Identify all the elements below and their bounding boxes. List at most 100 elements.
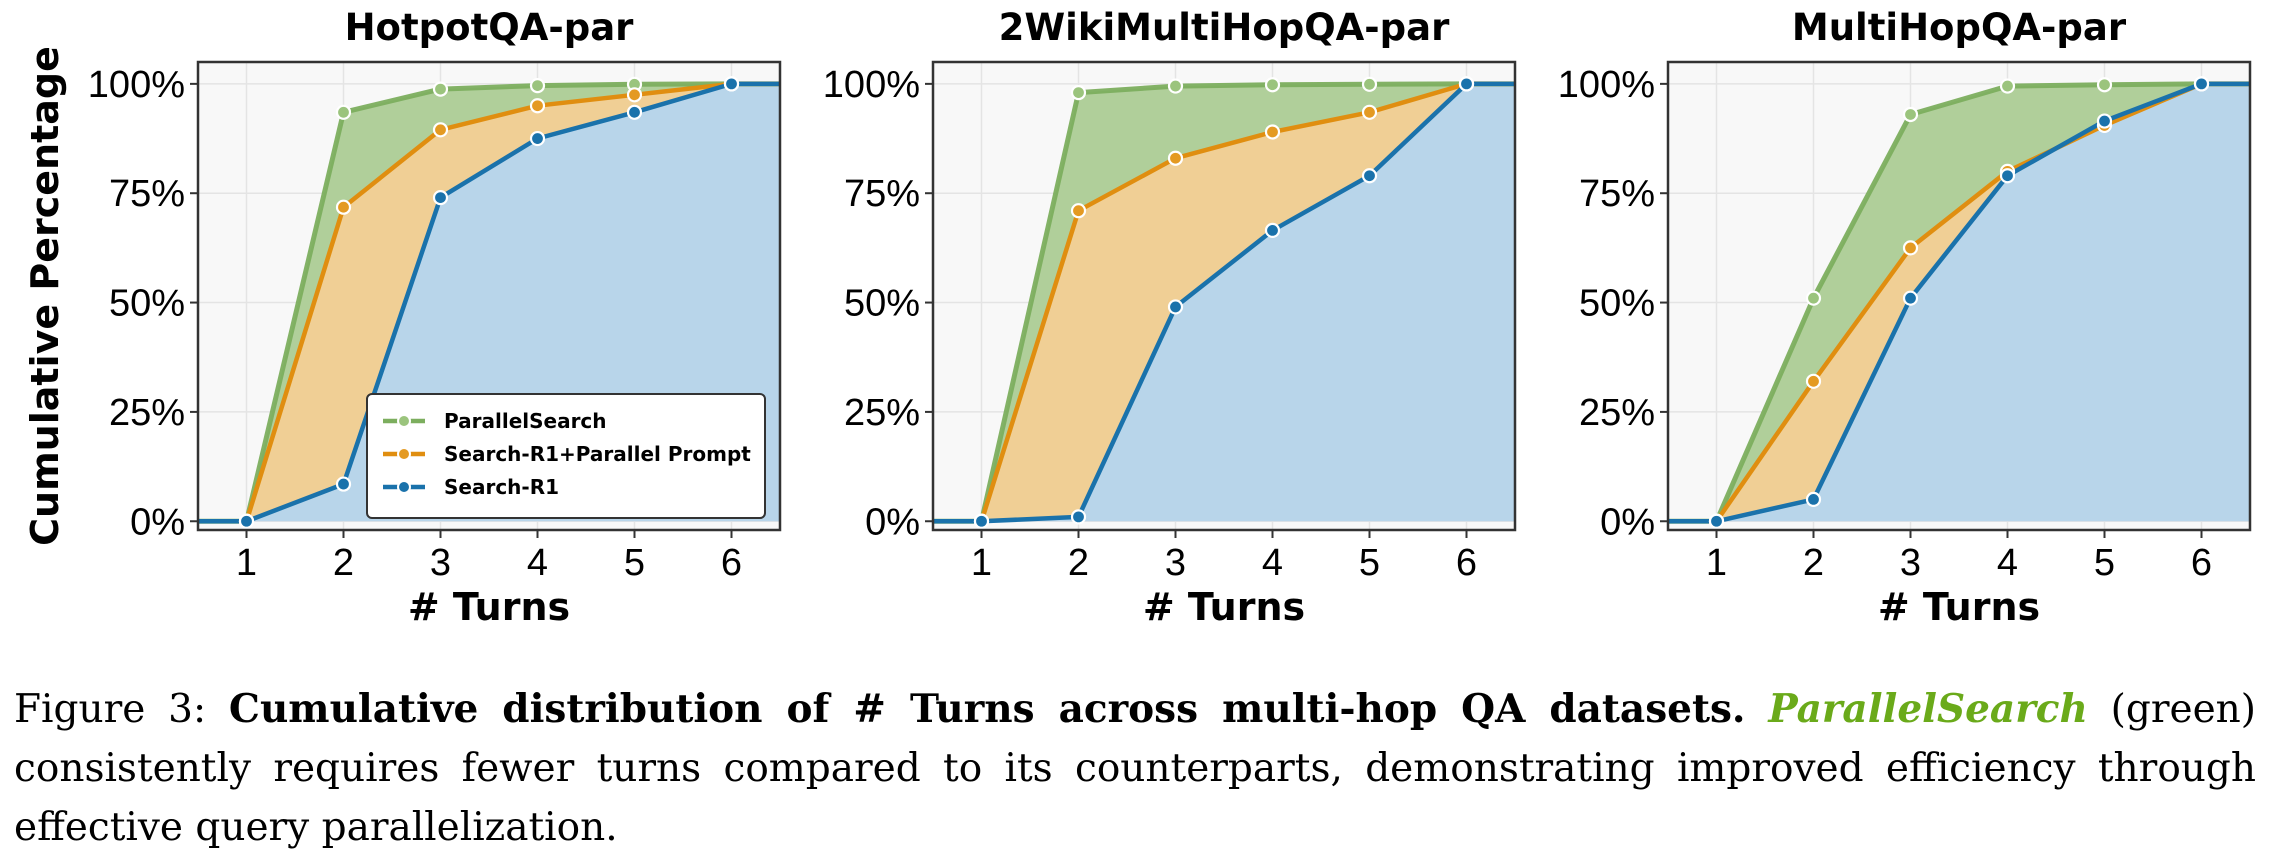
series-line-3 [1668, 81, 2250, 524]
data-point [432, 189, 449, 206]
data-point [626, 104, 643, 120]
x-tick-label: 2 [333, 542, 354, 584]
y-tick-label: 0% [865, 501, 920, 543]
area-parallelsearch [1668, 83, 2250, 522]
data-point [1999, 78, 2016, 94]
y-tick-label: 25% [1579, 392, 1655, 434]
y-tick-label: 100% [1558, 64, 1655, 106]
x-tick-label: 4 [1997, 542, 2018, 584]
caption-highlight: ParallelSearch [1768, 686, 2088, 732]
data-point [1070, 85, 1087, 101]
y-tick-label: 75% [1579, 173, 1655, 215]
x-tick-label: 2 [1803, 542, 1824, 584]
y-tick-label: 50% [1579, 283, 1655, 325]
data-point [432, 81, 449, 97]
data-point [529, 98, 546, 114]
data-point [335, 104, 352, 120]
data-point [1264, 77, 1281, 93]
y-tick-label: 0% [130, 501, 185, 543]
data-point [1902, 290, 1919, 306]
data-point [1361, 76, 1378, 92]
y-tick-label: 100% [823, 64, 920, 106]
x-tick-label: 4 [1262, 542, 1283, 584]
data-point [1070, 509, 1087, 525]
y-axis-label: Cumulative Percentage [23, 46, 67, 546]
legend-label: Search-R1 [444, 475, 559, 499]
legend-swatch-marker [397, 414, 411, 428]
caption-bold: Cumulative distribution of # Turns acros… [228, 686, 1746, 732]
chart-panel-2: 1 2 3 4 5 6 0% 25% 50% 75% 100% 2WikiMultiHopQA-par… [823, 6, 1517, 629]
x-tick-label: 6 [2191, 542, 2212, 584]
plot-frame [931, 60, 1517, 532]
data-point [626, 87, 643, 103]
chart-panel-3: 1 2 3 4 5 6 0% 25% 50% 75% 100% MultiHopQA-par # Tur… [1558, 6, 2252, 629]
x-tick-label: 6 [721, 542, 742, 584]
data-point [1708, 513, 1725, 529]
data-point [529, 78, 546, 94]
y-tick-label: 50% [109, 283, 185, 325]
data-point [1805, 491, 1822, 507]
data-point [529, 130, 546, 147]
data-point [2193, 76, 2210, 92]
legend-swatch-marker [397, 447, 411, 461]
legend-box [366, 393, 766, 519]
legend-swatch-marker [397, 480, 411, 494]
data-point [1264, 124, 1281, 140]
area-search-r1-parallel-prompt [933, 83, 1515, 522]
figure: 1 2 3 4 5 6 0% 25% 50% 75% 100% HotpotQA-par # Turns… [23, 6, 2252, 629]
x-tick-label: 1 [1706, 542, 1727, 584]
area-search-r1-parallel-prompt [198, 83, 780, 522]
y-tick-label: 0% [1600, 501, 1655, 543]
y-tick-label: 25% [109, 392, 185, 434]
x-tick-label: 2 [1068, 542, 1089, 584]
x-tick-label: 5 [2094, 542, 2115, 584]
caption-prefix: Figure 3: [14, 687, 229, 732]
plot-frame [1666, 60, 2252, 532]
data-point [1167, 299, 1184, 315]
caption-rest: (green) consistently requires fewer turn… [14, 687, 2256, 850]
x-axis-label: # Turns [1878, 585, 2040, 629]
figure-caption: Figure 3: Cumulative distribution of # T… [14, 680, 2256, 857]
x-tick-label: 1 [236, 542, 257, 584]
plot-frame [196, 60, 782, 532]
data-point [238, 513, 255, 529]
area-parallelsearch [198, 83, 780, 522]
chart-title: MultiHopQA-par [1792, 6, 2127, 49]
data-point [1805, 373, 1822, 389]
legend: ParallelSearch Search-R1+Parallel Prompt S… [366, 393, 766, 519]
y-tick-label: 75% [109, 173, 185, 215]
data-point [1805, 290, 1822, 306]
y-tick-label: 75% [844, 173, 920, 215]
data-point [1458, 76, 1475, 92]
data-point [2096, 77, 2113, 93]
series-line-1 [933, 81, 1515, 524]
figure-svg: 1 2 3 4 5 60%25%50%75%100%HotpotQA-par# Turns… [23, 6, 2252, 629]
x-tick-label: 3 [1165, 542, 1186, 584]
data-point [335, 476, 352, 492]
data-point [1361, 168, 1378, 184]
x-tick-label: 5 [624, 542, 645, 584]
legend-label: Search-R1+Parallel Prompt [444, 442, 751, 466]
x-tick-label: 3 [430, 542, 451, 584]
x-axis-label: # Turns [408, 585, 570, 629]
data-point [723, 76, 740, 92]
data-point [1264, 222, 1281, 238]
data-point [1999, 168, 2016, 184]
x-tick-label: 3 [1900, 542, 1921, 584]
series-line-2 [198, 81, 780, 524]
x-axis-label: # Turns [1143, 585, 1305, 629]
data-point [1070, 203, 1087, 219]
area-parallelsearch [933, 83, 1515, 522]
area-search-r1-parallel-prompt [1668, 83, 2250, 522]
data-point [973, 513, 990, 529]
area-search-r1 [933, 83, 1515, 522]
legend-label: ParallelSearch [444, 409, 607, 433]
series-line-3 [198, 81, 780, 524]
data-point [1902, 106, 1919, 123]
chart-panel-1: 1 2 3 4 5 6 0% 25% 50% 75% 100% HotpotQA-par # Turns… [23, 6, 782, 629]
data-point [1902, 240, 1919, 256]
data-point [1361, 104, 1378, 120]
series-line-3 [933, 81, 1515, 524]
series-line-1 [1668, 81, 2250, 524]
y-tick-label: 50% [844, 283, 920, 325]
